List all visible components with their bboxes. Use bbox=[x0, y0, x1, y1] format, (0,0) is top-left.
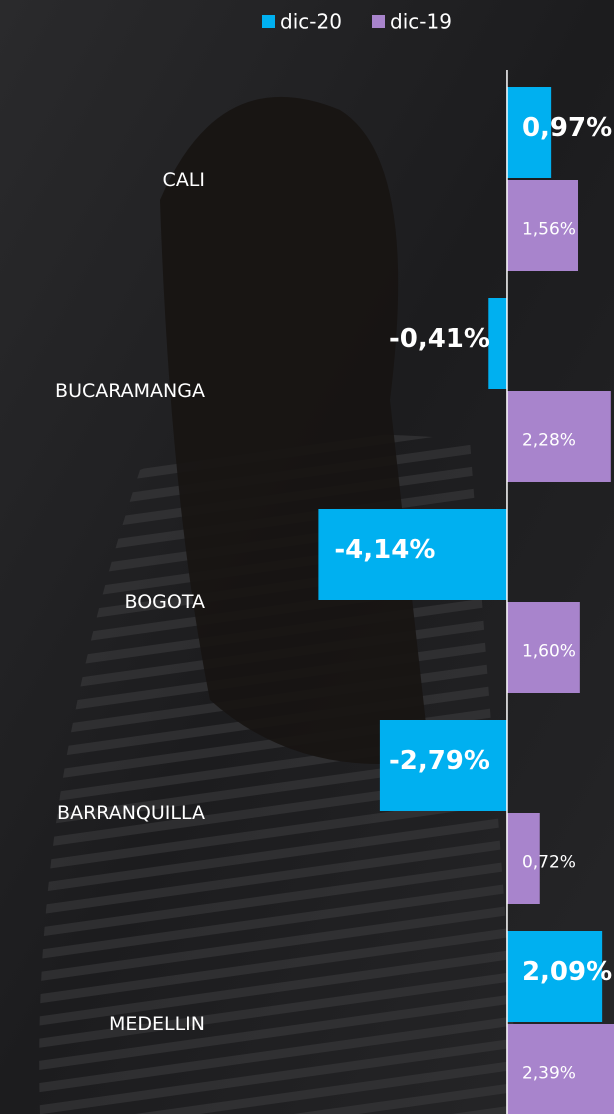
legend-label: dic-20 bbox=[280, 10, 342, 34]
value-label: -2,79% bbox=[389, 746, 490, 776]
category-label: BOGOTA bbox=[125, 591, 205, 613]
legend-swatch bbox=[262, 15, 275, 28]
legend-label: dic-19 bbox=[390, 10, 452, 34]
bar bbox=[488, 298, 507, 389]
value-label: 2,09% bbox=[522, 957, 612, 987]
value-label: 1,56% bbox=[522, 220, 576, 240]
legend: dic-20 dic-19 bbox=[262, 10, 452, 34]
category-label: CALI bbox=[163, 169, 205, 191]
value-label: 0,72% bbox=[522, 853, 576, 873]
bar bbox=[506, 180, 579, 271]
bar bbox=[379, 720, 507, 811]
category-label: BUCARAMANGA bbox=[55, 380, 205, 402]
bar bbox=[506, 931, 603, 1022]
value-label: 2,28% bbox=[522, 431, 576, 451]
bar bbox=[506, 813, 540, 904]
legend-swatch bbox=[372, 15, 385, 28]
value-label: -0,41% bbox=[389, 324, 490, 354]
bar bbox=[506, 391, 611, 482]
value-label: -4,14% bbox=[334, 535, 435, 565]
bar bbox=[318, 509, 507, 600]
category-label: BARRANQUILLA bbox=[57, 802, 205, 824]
category-label: MEDELLIN bbox=[109, 1013, 205, 1035]
bar bbox=[506, 87, 552, 178]
value-label: 1,60% bbox=[522, 642, 576, 662]
bar bbox=[506, 1024, 614, 1114]
bar bbox=[506, 602, 580, 693]
value-label: 0,97% bbox=[522, 113, 612, 143]
value-label: 2,39% bbox=[522, 1064, 576, 1084]
